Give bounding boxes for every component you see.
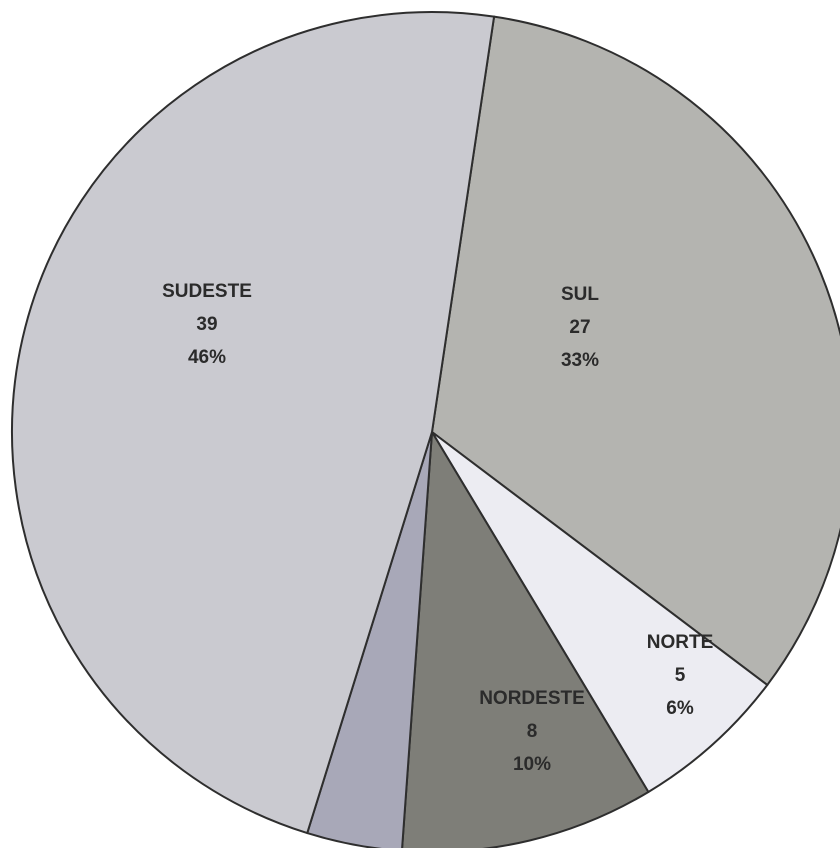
slice-value-norte: 5: [675, 665, 686, 686]
slice-label-sul: SUL: [561, 284, 599, 305]
labels-layer: SUL 27 33% NORTE 5 6% NORDESTE 8 10% SUDESTE 39 46%: [162, 281, 713, 775]
slice-percent-norte: 6%: [666, 698, 694, 719]
slice-label-nordeste: NORDESTE: [479, 688, 585, 709]
pie-slice-nordeste: [401, 431, 650, 848]
slice-value-sul: 27: [569, 317, 590, 338]
slice-label-norte: NORTE: [647, 632, 714, 653]
slice-percent-nordeste: 10%: [513, 754, 551, 775]
pie-slice-sudeste: [11, 11, 496, 835]
pie-slice-norte: [431, 431, 769, 793]
slice-percent-sudeste: 46%: [188, 347, 226, 368]
slice-value-nordeste: 8: [527, 721, 538, 742]
slice-percent-sul: 33%: [561, 350, 599, 371]
pie-slice-sul: [431, 15, 840, 686]
slice-value-sudeste: 39: [196, 314, 217, 335]
slice-label-sudeste: SUDESTE: [162, 281, 252, 302]
slices-layer: [11, 11, 840, 848]
